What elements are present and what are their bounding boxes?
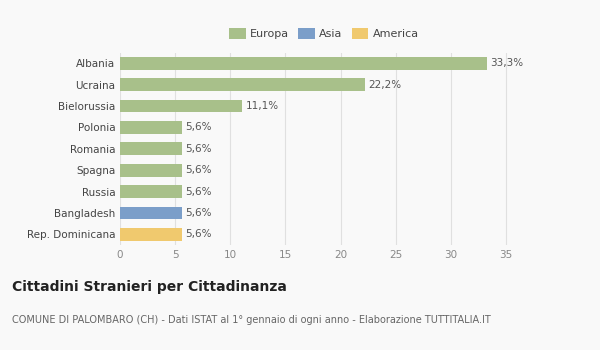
Bar (120, 164, 182, 176)
Legend: Europa, Asia, America: Europa, Asia, America (224, 23, 424, 44)
Text: 5,6%: 5,6% (185, 229, 212, 239)
Bar (120, 142, 182, 155)
Bar (120, 185, 182, 198)
Text: 5,6%: 5,6% (185, 187, 212, 197)
Bar (120, 78, 365, 91)
Text: 5,6%: 5,6% (185, 144, 212, 154)
Text: 5,6%: 5,6% (185, 208, 212, 218)
Text: 11,1%: 11,1% (246, 101, 279, 111)
Text: 22,2%: 22,2% (368, 79, 401, 90)
Text: 33,3%: 33,3% (491, 58, 524, 68)
Text: 5,6%: 5,6% (185, 165, 212, 175)
Text: Cittadini Stranieri per Cittadinanza: Cittadini Stranieri per Cittadinanza (12, 280, 287, 294)
Text: COMUNE DI PALOMBARO (CH) - Dati ISTAT al 1° gennaio di ogni anno - Elaborazione : COMUNE DI PALOMBARO (CH) - Dati ISTAT al… (12, 315, 491, 325)
Bar (120, 206, 182, 219)
Bar (120, 228, 182, 241)
Text: 5,6%: 5,6% (185, 122, 212, 132)
Bar (120, 121, 182, 134)
Bar (120, 57, 487, 70)
Bar (120, 99, 242, 112)
